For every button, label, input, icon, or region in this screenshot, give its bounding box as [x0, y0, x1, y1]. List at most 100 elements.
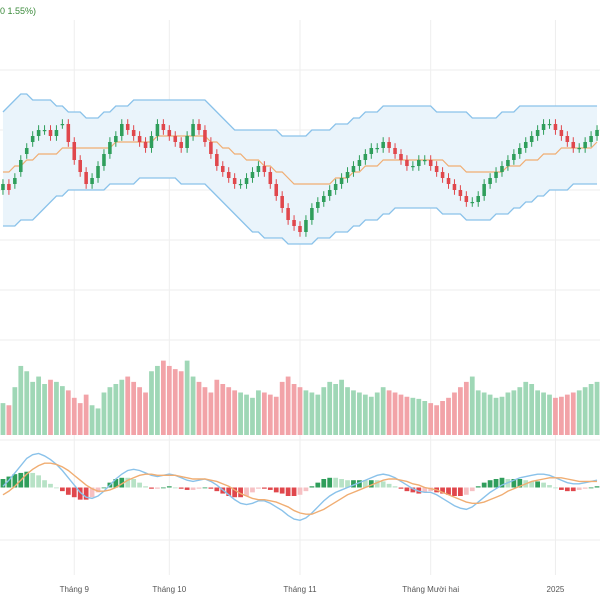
volume-bar: [576, 390, 582, 435]
volume-bar: [24, 371, 30, 435]
volume-bar: [339, 379, 344, 435]
volume-bar: [214, 379, 220, 435]
volume-bar: [321, 387, 327, 435]
volume-bar: [6, 405, 12, 435]
candle-body: [476, 196, 480, 202]
candle-body: [559, 130, 564, 136]
volume-bar: [357, 392, 362, 435]
volume-bar: [547, 394, 552, 435]
volume-bar: [101, 392, 107, 435]
macd-histogram-bar: [582, 487, 588, 489]
candle-body: [458, 190, 463, 196]
macd-histogram-bar: [481, 482, 487, 488]
candle-body: [589, 136, 593, 142]
macd-histogram-bar: [339, 479, 344, 488]
macd-histogram-bar: [547, 485, 552, 488]
volume-bar: [232, 390, 238, 435]
volume-bar: [428, 403, 434, 435]
volume-bar: [155, 365, 160, 435]
candle-body: [179, 142, 183, 148]
candle-body: [351, 166, 356, 172]
macd-histogram-bar: [279, 487, 285, 494]
macd-histogram-bar: [309, 486, 315, 488]
macd-histogram-bar: [469, 487, 475, 492]
candle-body: [529, 136, 534, 142]
macd-histogram-bar: [446, 487, 451, 495]
candle-body: [108, 142, 112, 154]
volume-bar: [458, 387, 463, 435]
volume-bar: [511, 390, 517, 435]
macd-histogram-bar: [273, 487, 279, 493]
macd-histogram-bar: [131, 479, 137, 488]
macd-histogram-bar: [564, 487, 570, 492]
macd-histogram-bar: [315, 482, 321, 488]
candle-body: [262, 166, 267, 172]
candle-body: [321, 196, 326, 202]
x-tick-label: Tháng Mười hai: [402, 585, 459, 594]
candle-body: [434, 166, 439, 172]
candle-body: [553, 124, 558, 130]
volume-bar: [196, 381, 202, 435]
candle-body: [571, 142, 576, 148]
candle-body: [464, 196, 469, 202]
volume-bar: [505, 392, 511, 435]
candle-body: [292, 220, 296, 226]
x-axis: Tháng 9 Tháng 10 Tháng 11 Tháng Mười hai 202…: [60, 585, 565, 594]
candle-body: [143, 142, 148, 148]
macd-histogram-bar: [101, 487, 107, 489]
macd-histogram-bar: [113, 479, 119, 488]
volume-bar: [0, 403, 6, 435]
moving-average-line: [2, 135, 598, 185]
macd-histogram-bar: [256, 487, 261, 489]
volume-bar: [535, 390, 540, 435]
macd-histogram-bar: [517, 479, 523, 488]
volume-bar: [261, 392, 267, 435]
macd-histogram-bar: [71, 487, 77, 498]
macd-histogram-bar: [24, 471, 30, 488]
candle-body: [500, 166, 504, 172]
candle-body: [220, 166, 225, 172]
candle-body: [280, 196, 284, 208]
macd-histogram-bar: [398, 487, 404, 489]
candle-body: [191, 124, 195, 136]
volume-bar: [481, 392, 487, 435]
candle-body: [24, 148, 29, 154]
candle-body: [411, 166, 415, 168]
volume-bar: [60, 386, 65, 435]
volume-bar: [523, 381, 529, 435]
macd-histogram-bar: [160, 487, 166, 489]
candle-body: [512, 154, 516, 160]
volume-bar: [48, 379, 53, 435]
volume-bar: [119, 379, 125, 435]
macd-histogram-bar: [351, 480, 356, 488]
volume-bar: [125, 376, 131, 435]
candle-body: [197, 124, 201, 130]
macd-histogram-bar: [77, 487, 83, 500]
macd-histogram-bar: [380, 481, 386, 488]
volume-bar: [362, 394, 368, 435]
macd-histogram-bar: [208, 487, 214, 489]
candle-body: [339, 178, 344, 184]
candle-body: [577, 148, 581, 150]
macd-histogram-bar: [261, 487, 267, 489]
macd-histogram-bar: [487, 480, 493, 488]
volume-bar: [493, 397, 499, 435]
macd-histogram-bar: [172, 487, 178, 489]
candle-body: [209, 142, 213, 154]
macd-histogram-bar: [202, 487, 208, 489]
candle-body: [36, 130, 41, 136]
volume-bar: [89, 405, 95, 435]
volume-bar: [184, 360, 190, 435]
volume-bar: [256, 390, 261, 435]
candle-body: [256, 166, 261, 172]
macd-histogram-bar: [535, 481, 540, 488]
volume-bar: [65, 390, 71, 435]
volume-bar: [190, 376, 196, 435]
candle-body: [446, 178, 451, 184]
volume-bar: [564, 394, 570, 435]
candle-body: [96, 166, 100, 178]
candle-body: [250, 172, 255, 178]
macd-histogram-bar: [475, 486, 481, 488]
candle-body: [274, 184, 279, 196]
